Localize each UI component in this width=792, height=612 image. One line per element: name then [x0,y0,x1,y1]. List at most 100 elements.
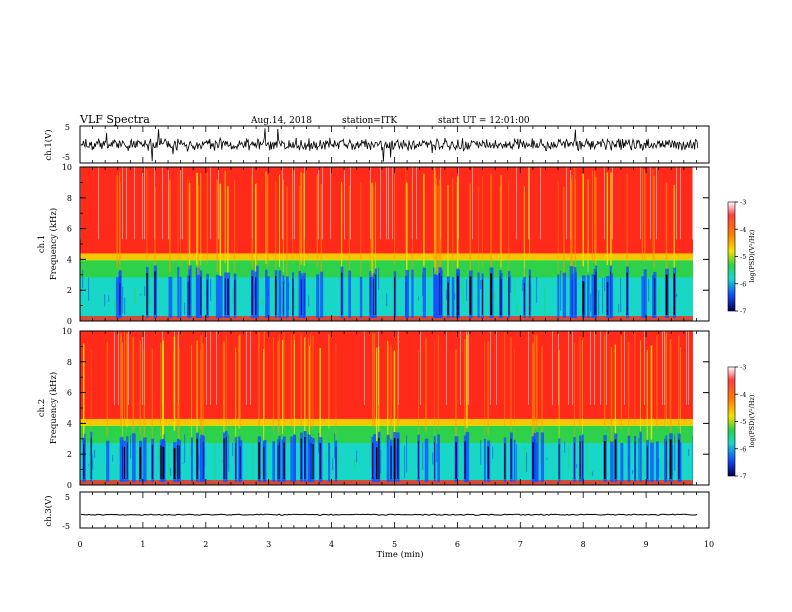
ch1-sferic-streak [587,179,589,272]
ch2-sferic-streak [390,344,392,439]
ch3-waveform-line [80,513,698,516]
ch2-texture-column [370,440,372,470]
ch2-texture-column [234,446,236,463]
ch1-spec-ylabel-freq: Frequency (kHz) [48,208,59,280]
ch2-burst-blue [143,437,147,482]
ch1-burst-blue [591,274,595,318]
ch2-spec-ylabel-channel: ch.2 [37,399,47,417]
ch2-burst-core [417,440,419,479]
ch1-ytick-label: 0 [67,317,72,326]
ch2-burst-core [378,437,380,479]
ch1-texture-column [114,299,116,309]
ch1-texture-column [240,295,242,297]
ch1-sferic-streak [216,179,218,272]
ch1-sferic-streak [197,185,199,278]
ch2-burst-core [225,436,227,479]
ch1-burst-blue [477,272,480,318]
ch1-burst-core [673,273,675,315]
ch1-sferic-streak [695,177,696,269]
ch1-sferic-streak [523,186,525,279]
ch1-sferic-streak [369,177,371,270]
ch1-yellowband [80,253,693,261]
ch1-waveform-panel: 5 -5 ch.1(V) [43,123,710,164]
ch2-sferic-streak [272,337,274,432]
ch2-burst-blue [610,441,614,482]
ch2-burst-blue [328,442,331,482]
ch1-texture-column [274,283,276,297]
ch1-lowfreq-edge [80,316,693,321]
ch2-burst-core [376,447,378,479]
ch1-burst-core [394,277,396,315]
ch1-texture-column [184,302,186,316]
ch1-sferic-streak [116,175,118,268]
ch2-sferic-streak [132,336,135,431]
start-time-label: start UT = 12:01:00 [438,116,530,126]
ch2-sferic-streak [202,343,204,438]
ch2-sferic-streak [646,349,648,444]
ch2-burst-blue [424,438,429,482]
ch1-sferic-streak [481,175,483,269]
ch1-pale-streak [416,167,417,240]
ch2-sferic-streak [510,336,512,431]
ch1-texture-column [544,287,546,316]
ch2-sferic-streak [650,345,653,440]
ch2-burst-core [258,442,260,479]
ch1-texture-column [454,293,456,300]
ch2-texture-column [326,451,328,458]
ch1-cb-tick-label: -3 [740,199,746,207]
ch1-burst-core [154,271,156,315]
ch1-burst-core [119,283,121,315]
ch1-burst-blue [278,270,282,318]
ch2-sferic-streak [263,331,265,425]
ch2-sferic-streak [177,334,179,429]
ch2-sferic-streak [90,350,92,445]
ch2-texture-column [526,452,528,473]
ch1-texture-column [140,293,142,296]
ch1-pale-streak [318,167,319,240]
ch1-pale-streak [322,167,323,240]
ch2-pale-streak [250,331,251,405]
ch2-sferic-streak [417,349,419,444]
ch2-burst-core [121,446,123,479]
ch2-texture-column [668,460,670,468]
ch1-texture-column [510,275,512,293]
ch1-pale-streak [650,167,651,240]
ch1-pale-streak [126,167,127,240]
ch2-sferic-streak [238,334,240,429]
ch2-burst-core [558,444,560,479]
ch2-burst-blue [627,435,631,482]
ch1-sferic-streak [570,178,572,271]
ch2-sferic-streak [160,342,162,437]
ch2-pale-streak [624,331,625,405]
ch2-spec-ylabel-freq: Frequency (kHz) [48,372,59,444]
ch2-texture-column [568,444,570,470]
ch2-pale-streak [496,331,497,405]
ch1-sferic-streak [146,168,148,262]
ch2-pale-streak [688,331,689,405]
ch2-burst-blue [650,442,654,482]
date-label: Aug.14, 2018 [250,116,312,126]
ch2-sferic-streak [664,333,666,428]
ch1-burst-core [508,277,510,315]
ch1-pale-streak [370,167,371,240]
ch3-wave-ylabel: ch.3(V) [43,495,54,526]
ch1-sferic-streak [300,172,302,265]
ch1-sferic-streak [169,179,171,273]
ch2-texture-column [674,433,676,472]
x-tick-label: 4 [329,540,334,549]
ch2-texture-column [642,458,644,475]
ch1-sferic-streak [118,172,120,266]
ch2-burst-core [177,444,179,479]
ch2-sferic-streak [290,334,292,429]
ch1-sferic-streak [500,174,502,268]
ch1-sferic-streak [224,170,226,264]
ch1-texture-column [422,272,424,296]
ch2-sferic-streak [162,340,165,435]
ch2-burst-core [397,438,399,479]
ch2-sferic-streak [464,339,466,434]
ch1-pale-streak [350,167,351,240]
ch2-burst-core [335,446,337,479]
ch2-burst-core [504,443,506,479]
ch2-sferic-streak [139,340,141,435]
ch2-burst-blue [132,433,136,482]
